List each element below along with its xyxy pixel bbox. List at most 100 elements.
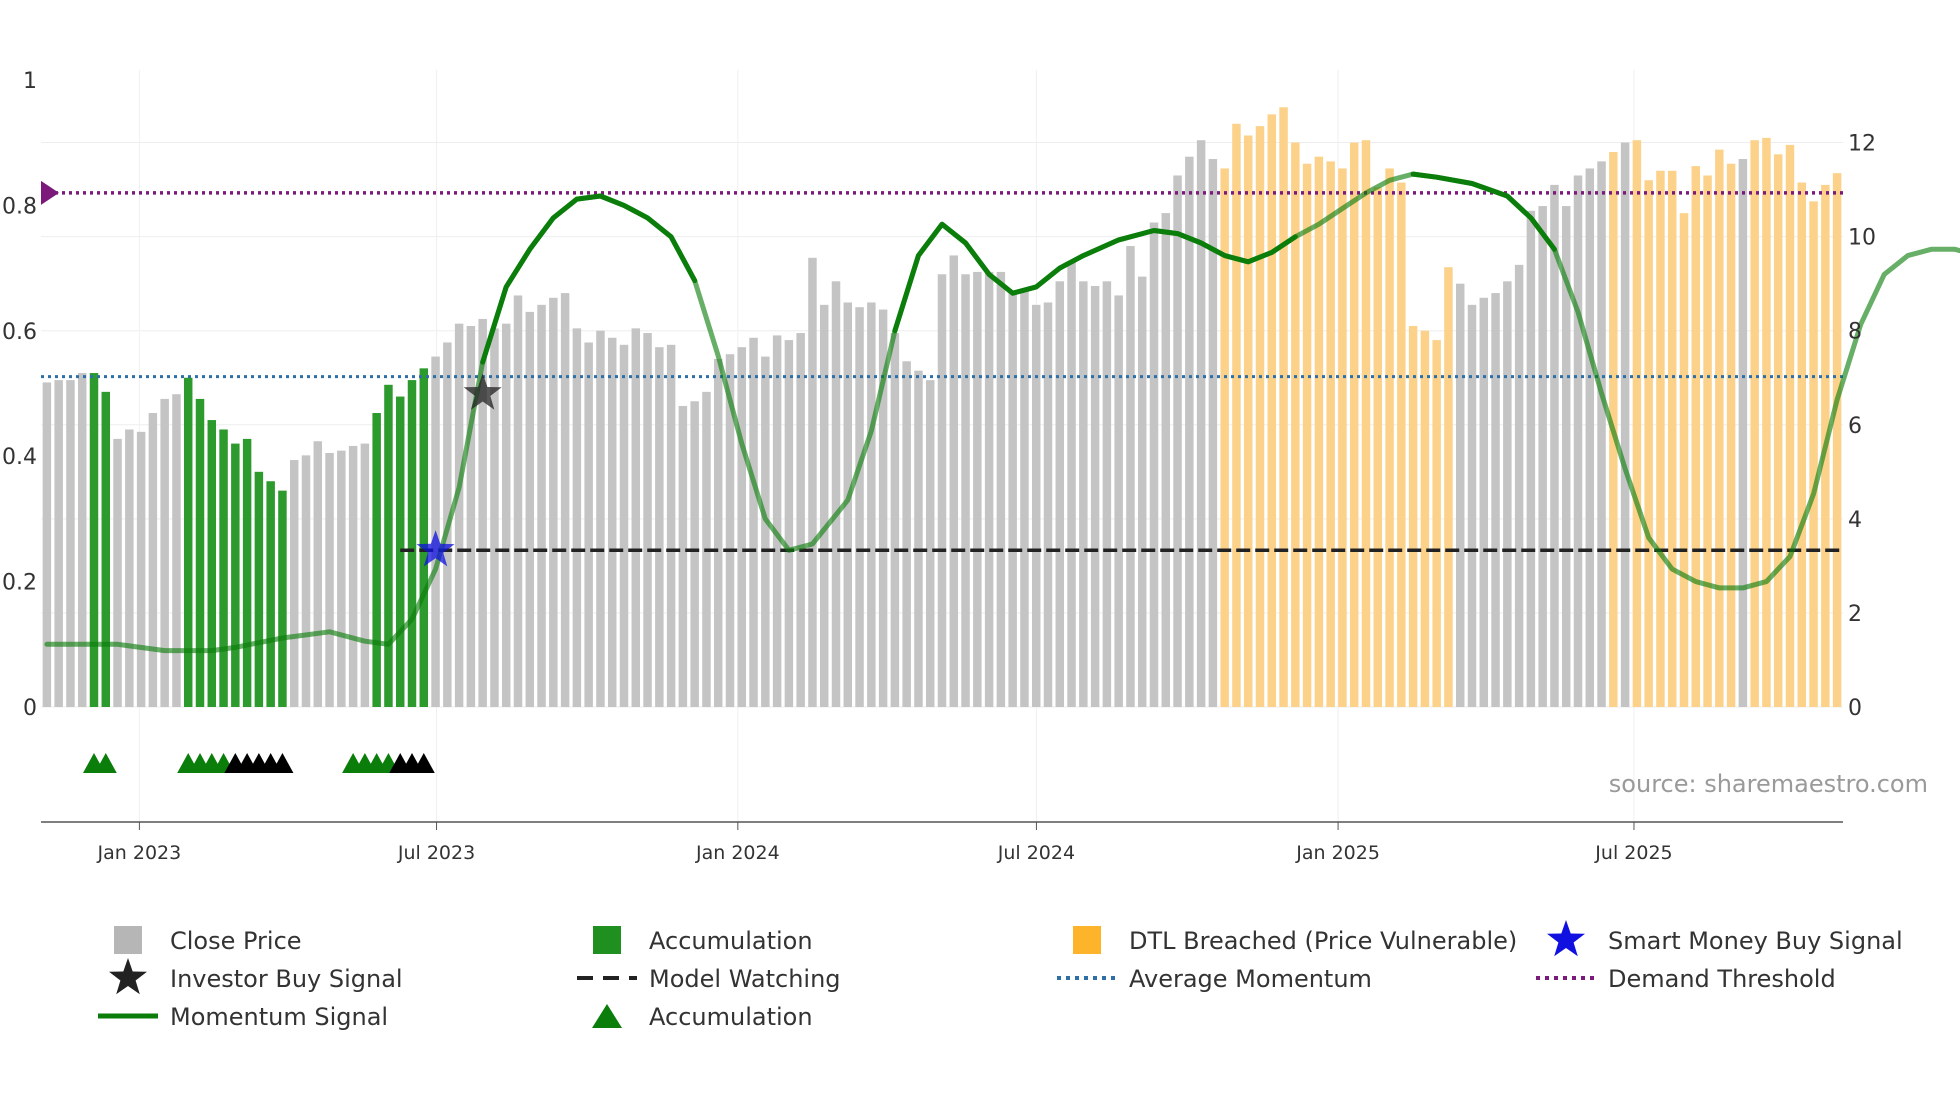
close-price-bar	[1043, 302, 1053, 707]
close-price-bar	[301, 455, 311, 707]
smart-money-buy-star	[416, 530, 455, 567]
accumulation-bar	[254, 471, 264, 707]
x-axis-tick: Jan 2025	[1295, 842, 1380, 864]
accumulation-bar	[195, 398, 205, 707]
left-axis-tick: 1	[23, 69, 37, 94]
marker-layer	[83, 373, 502, 773]
dtl-breached-bar	[1291, 142, 1300, 707]
accumulation-bar	[419, 368, 429, 707]
close-price-bar	[1467, 304, 1477, 707]
close-price-bar	[878, 309, 888, 707]
close-price-bar	[466, 326, 476, 707]
accumulation-bar	[101, 391, 111, 707]
close-price-bar	[113, 438, 122, 707]
momentum-signal-segment	[480, 193, 698, 365]
close-price-bar	[984, 271, 994, 707]
dtl-breached-bar	[1773, 154, 1783, 707]
dtl-breached-bar	[1667, 170, 1677, 707]
close-price-bar	[619, 344, 629, 707]
close-price-bar	[1479, 297, 1489, 707]
accumulation-bar	[278, 490, 287, 707]
close-price-bar	[501, 323, 511, 707]
close-price-bar	[655, 347, 664, 707]
legend-star-icon	[109, 958, 147, 995]
dtl-breached-bar	[1750, 140, 1759, 708]
demand-threshold-marker	[41, 180, 59, 205]
dtl-breached-bar	[1656, 170, 1665, 707]
right-axis-tick: 10	[1848, 226, 1876, 251]
dtl-breached-bar	[1715, 149, 1724, 708]
close-price-bar	[1455, 283, 1465, 707]
close-price-bar	[1079, 281, 1088, 707]
left-axis-tick: 0.8	[2, 194, 37, 219]
close-price-bar	[808, 257, 817, 707]
dtl-breached-bar	[1349, 142, 1359, 707]
close-price-bar	[1526, 210, 1536, 707]
right-axis-tick: 6	[1848, 414, 1862, 439]
close-price-bar	[313, 441, 323, 707]
bar-layer	[42, 107, 1842, 708]
accumulation-bar	[372, 413, 381, 707]
dtl-breached-bar	[1785, 144, 1795, 708]
close-price-bar	[160, 398, 169, 707]
close-price-bar	[890, 333, 900, 707]
close-price-bar	[1090, 286, 1100, 707]
close-price-bar	[855, 307, 864, 707]
close-price-bar	[1137, 276, 1147, 707]
close-price-bar	[867, 302, 876, 707]
close-price-bar	[1126, 246, 1135, 707]
dtl-breached-bar	[1267, 114, 1277, 707]
legend-swatch	[114, 926, 142, 954]
legend-label: Accumulation	[649, 1003, 813, 1031]
dtl-breached-bar	[1691, 166, 1701, 707]
close-price-bar	[454, 323, 464, 707]
dtl-breached-bar	[1232, 123, 1241, 707]
dtl-breached-bar	[1408, 326, 1418, 707]
close-price-bar	[54, 380, 63, 707]
close-price-bar	[996, 271, 1006, 707]
source-label: source: sharemaestro.com	[1609, 770, 1928, 798]
momentum-signal-segment	[1057, 228, 1298, 271]
line-layer	[41, 171, 1960, 654]
close-price-bar	[1550, 184, 1559, 707]
close-price-bar	[1561, 206, 1571, 707]
legend-item-demand-threshold: Demand Threshold	[1536, 965, 1836, 993]
close-price-bar	[148, 413, 158, 707]
dtl-breached-bar	[1432, 340, 1441, 707]
legend-item-close-price: Close Price	[114, 926, 302, 955]
dtl-breached-bar	[1326, 161, 1335, 707]
close-price-bar	[572, 328, 582, 707]
close-price-bar	[1173, 175, 1182, 707]
close-price-bar	[902, 361, 911, 707]
close-price-bar	[607, 337, 617, 707]
close-price-bar	[819, 304, 829, 707]
right-axis-tick: 8	[1848, 320, 1862, 345]
legend-item-average-momentum: Average Momentum	[1057, 965, 1372, 993]
legend-item-momentum: Momentum Signal	[98, 1003, 388, 1031]
close-price-bar	[560, 293, 570, 707]
close-price-bar	[1585, 168, 1595, 708]
close-price-bar	[1102, 281, 1112, 707]
dtl-breached-bar	[1644, 180, 1653, 707]
legend-triangle-icon	[592, 1004, 622, 1028]
dtl-breached-bar	[1832, 173, 1842, 707]
legend-label: Average Momentum	[1129, 965, 1372, 993]
right-axis-tick: 4	[1848, 508, 1862, 533]
close-price-bar	[1620, 142, 1630, 707]
close-price-bar	[172, 394, 181, 707]
dtl-breached-bar	[1762, 137, 1771, 707]
dtl-breached-bar	[1338, 168, 1347, 708]
close-price-bar	[843, 302, 853, 707]
close-price-bar	[725, 354, 735, 707]
close-price-bar	[761, 356, 770, 707]
close-price-bar	[360, 443, 370, 707]
dtl-breached-bar	[1314, 156, 1324, 707]
close-price-bar	[784, 340, 794, 707]
close-price-bar	[1503, 281, 1512, 707]
close-price-bar	[1573, 175, 1583, 707]
close-price-bar	[42, 382, 52, 707]
close-price-bar	[1597, 161, 1606, 707]
x-axis-tick: Jul 2023	[397, 842, 475, 864]
accumulation-bar	[384, 384, 393, 707]
legend-item-investor-buy: Investor Buy Signal	[109, 958, 403, 995]
